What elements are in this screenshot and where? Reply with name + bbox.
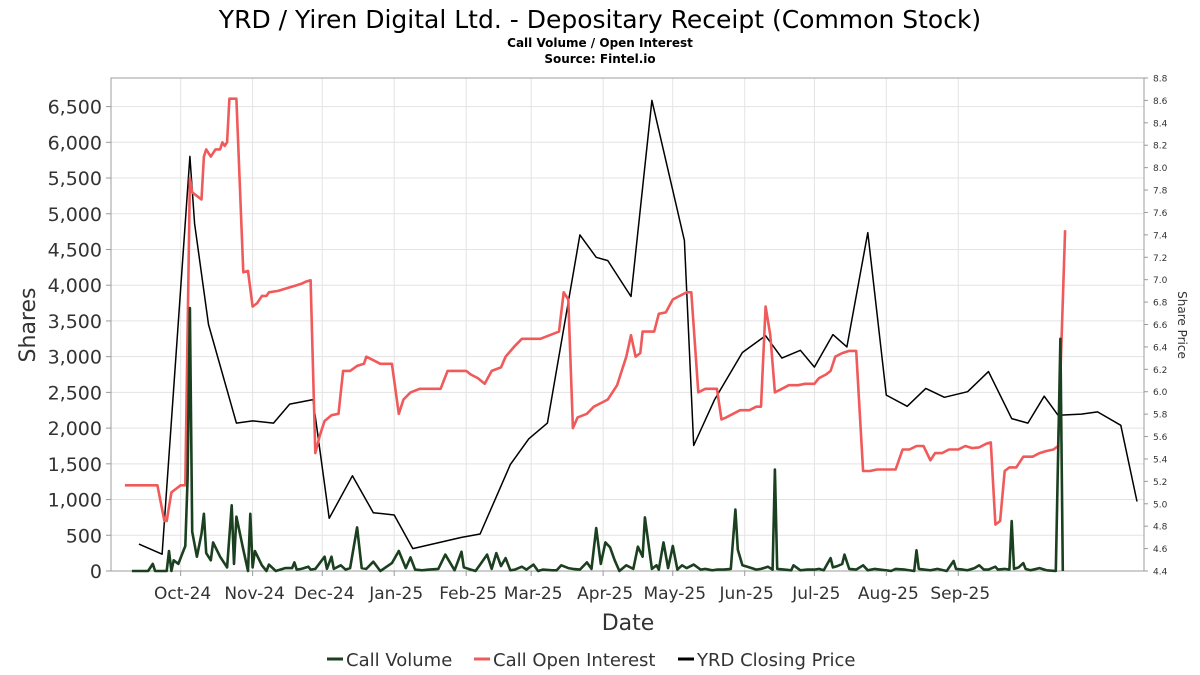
y-tick-label: 500	[66, 525, 102, 547]
y-tick-label: 2,500	[48, 382, 102, 404]
x-tick-label: Oct-24	[154, 584, 211, 604]
chart-title: YRD / Yiren Digital Ltd. - Depositary Re…	[218, 5, 981, 34]
x-tick-label: May-25	[643, 584, 706, 604]
y2-tick-label: 5.6	[1153, 433, 1168, 443]
y2-tick-label: 6.4	[1153, 343, 1168, 353]
y-tick-label: 0	[90, 561, 102, 583]
y2-tick-label: 6.0	[1153, 388, 1168, 398]
x-tick-label: Sep-25	[930, 584, 990, 604]
y-tick-label: 1,500	[48, 454, 102, 476]
series-line-call-open-interest	[124, 97, 1067, 526]
y2-tick-label: 4.6	[1153, 545, 1168, 555]
y-tick-label: 5,000	[48, 204, 102, 226]
legend-label: Call Open Interest	[493, 650, 655, 671]
y2-tick-label: 7.4	[1153, 231, 1168, 241]
y-tick-label: 3,000	[48, 347, 102, 369]
series-line-call-volume	[131, 306, 1065, 573]
chart-subtitle: Call Volume / Open Interest	[507, 36, 693, 50]
x-tick-label: Nov-24	[224, 584, 285, 604]
y2-tick-label: 6.8	[1153, 299, 1168, 309]
y2-tick-label: 6.2	[1153, 366, 1167, 376]
x-tick-label: Jun-25	[719, 584, 774, 604]
grid-layer	[111, 78, 1144, 571]
y2-tick-label: 7.6	[1153, 209, 1168, 219]
y2-tick-label: 7.2	[1153, 254, 1167, 264]
x-tick-label: Apr-25	[577, 584, 633, 604]
legend-label: YRD Closing Price	[696, 650, 856, 671]
x-tick-label: Aug-25	[858, 584, 919, 604]
y2-axis-title: Share Price	[1175, 291, 1189, 359]
y2-tick-label: 8.4	[1153, 119, 1168, 129]
y-tick-label: 5,500	[48, 168, 102, 190]
chart-source: Source: Fintel.io	[544, 52, 655, 66]
x-tick-label: Mar-25	[504, 584, 563, 604]
y-tick-label: 2,000	[48, 418, 102, 440]
series-line-yrd-closing-price	[138, 99, 1138, 555]
axis-layer: 0 500 1,000 1,500 2,000 2,500 3,000 3,500 4,000 4…	[48, 75, 1168, 605]
y-tick-label: 3,500	[48, 311, 102, 333]
y2-tick-label: 4.8	[1153, 523, 1168, 533]
y-tick-label: 4,000	[48, 275, 102, 297]
x-tick-label: Dec-24	[294, 584, 355, 604]
x-axis-title: Date	[602, 611, 655, 636]
y2-tick-label: 8.6	[1153, 97, 1168, 107]
y-axis-title: Shares	[16, 288, 41, 363]
y-tick-label: 4,500	[48, 239, 102, 261]
y2-tick-label: 7.8	[1153, 187, 1168, 197]
y-tick-label: 6,500	[48, 97, 102, 119]
legend: Call Volume Call Open Interest YRD Closing…	[327, 650, 856, 671]
y2-tick-label: 5.2	[1153, 478, 1167, 488]
legend-label: Call Volume	[346, 650, 452, 671]
y2-tick-label: 8.0	[1153, 164, 1168, 174]
y2-tick-label: 6.6	[1153, 321, 1168, 331]
series-layer	[124, 97, 1138, 573]
y2-tick-label: 5.0	[1153, 500, 1168, 510]
x-tick-label: Feb-25	[439, 584, 497, 604]
plot-frame	[110, 77, 1145, 572]
x-tick-label: Jul-25	[791, 584, 840, 604]
y2-tick-label: 8.2	[1153, 142, 1167, 152]
y2-tick-label: 5.4	[1153, 455, 1168, 465]
y-tick-label: 6,000	[48, 132, 102, 154]
y2-tick-label: 8.8	[1153, 75, 1168, 85]
y2-tick-label: 4.4	[1153, 568, 1168, 578]
x-tick-label: Jan-25	[368, 584, 423, 604]
y2-tick-label: 5.8	[1153, 411, 1168, 421]
y2-tick-label: 7.0	[1153, 276, 1168, 286]
y-tick-label: 1,000	[48, 490, 102, 512]
